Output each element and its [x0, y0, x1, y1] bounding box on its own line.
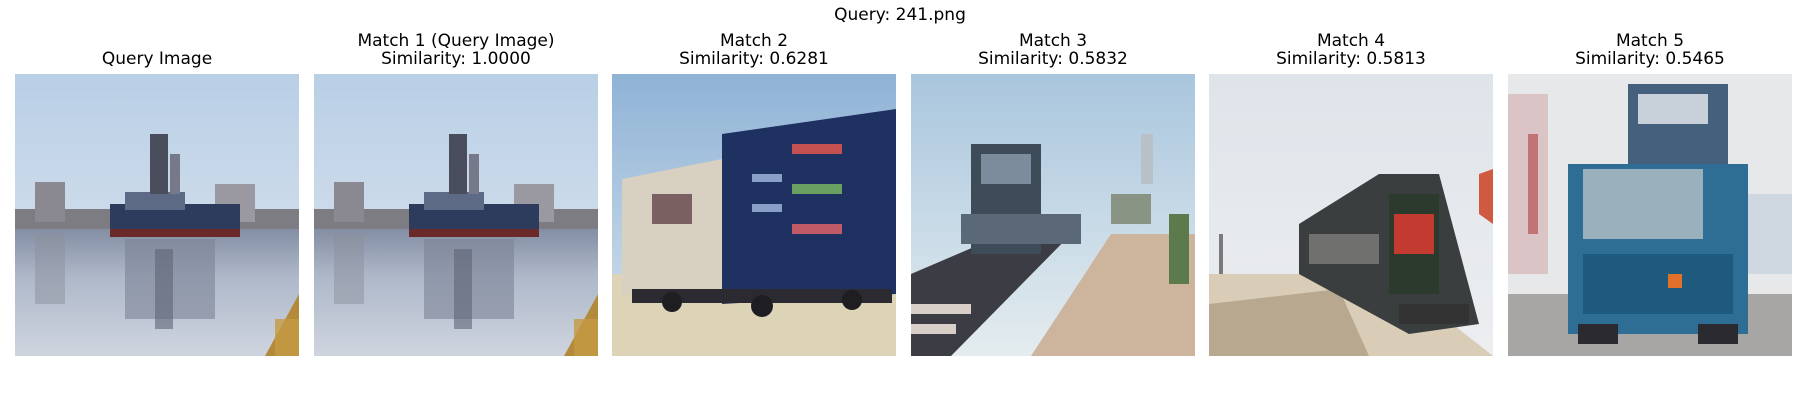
panel-title-line1: Query Image [101, 49, 213, 69]
panel-title-line1: Match 2 [719, 31, 789, 51]
panel-title-line2: Similarity: 0.6281 [679, 49, 829, 69]
match-panel-4: Match 4 Similarity: 0.5813 [1209, 32, 1493, 356]
panel-title-line2: Similarity: 0.5465 [1575, 49, 1725, 69]
match-image-2 [612, 74, 896, 356]
match-panel-1: Match 1 (Query Image) Similarity: 1.0000 [314, 32, 598, 356]
panel-title: Match 4 Similarity: 0.5813 [1209, 32, 1493, 68]
match-image-1 [314, 74, 598, 356]
panel-title: Query Image [15, 32, 299, 68]
panel-title-line1: Match 5 [1615, 31, 1685, 51]
panel-title-line1: Match 1 (Query Image) [357, 31, 555, 51]
panel-title-line1: Match 3 [1018, 31, 1088, 51]
panel-title-line1: Match 4 [1316, 31, 1386, 51]
panel-title-line2: Similarity: 0.5813 [1276, 49, 1426, 69]
panel-title: Match 5 Similarity: 0.5465 [1508, 32, 1792, 68]
match-image-4 [1209, 74, 1493, 356]
query-panel: Query Image [15, 32, 299, 356]
panel-title: Match 3 Similarity: 0.5832 [911, 32, 1195, 68]
match-image-3 [911, 74, 1195, 356]
match-image-5 [1508, 74, 1792, 356]
match-panel-5: Match 5 Similarity: 0.5465 [1508, 32, 1792, 356]
panel-title: Match 2 Similarity: 0.6281 [612, 32, 896, 68]
query-image [15, 74, 299, 356]
panel-title-line2: Similarity: 1.0000 [381, 49, 531, 69]
figure-title: Query: 241.png [834, 5, 966, 25]
panel-title-line2: Similarity: 0.5832 [978, 49, 1128, 69]
panel-title: Match 1 (Query Image) Similarity: 1.0000 [314, 32, 598, 68]
match-panel-3: Match 3 Similarity: 0.5832 [911, 32, 1195, 356]
match-panel-2: Match 2 Similarity: 0.6281 [612, 32, 896, 356]
